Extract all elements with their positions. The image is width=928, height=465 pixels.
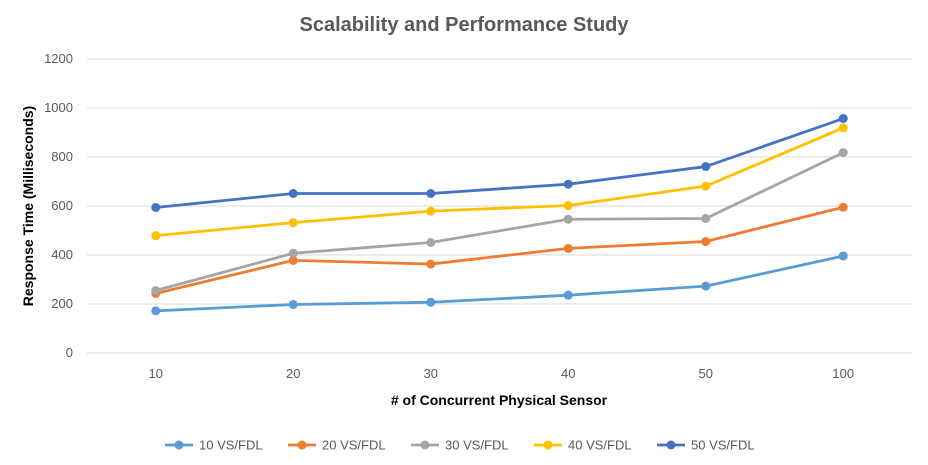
data-point (701, 281, 711, 291)
y-tick-label: 1200 (44, 51, 73, 66)
y-axis-title: Response Time (Milliseconds) (20, 106, 36, 306)
series-line (154, 126, 845, 238)
data-point (563, 214, 573, 224)
y-tick-label: 600 (51, 198, 73, 213)
series-line (154, 254, 845, 313)
chart-title: Scalability and Performance Study (300, 14, 630, 36)
y-tick-label: 0 (66, 345, 73, 360)
y-tick-label: 200 (51, 296, 73, 311)
series-lines (151, 114, 848, 316)
legend-swatch-marker (543, 440, 553, 450)
x-tick-label: 100 (832, 366, 854, 381)
data-point (288, 255, 298, 265)
legend-item: 40 VS/FDL (534, 438, 632, 453)
legend: 10 VS/FDL 20 VS/FDL 30 VS/FDL 40 VS/FDL 50 V… (165, 438, 755, 453)
x-axis-title: # of Concurrent Physical Sensor (391, 392, 608, 408)
legend-label: 10 VS/FDL (199, 438, 263, 453)
data-point (563, 201, 573, 211)
data-point (151, 286, 161, 296)
x-axis-ticks: 10 20 30 40 50 100 (149, 366, 855, 381)
data-point (426, 189, 436, 199)
data-point (151, 202, 161, 212)
y-tick-label: 400 (51, 247, 73, 262)
data-point (838, 123, 848, 133)
legend-item: 50 VS/FDL (657, 438, 755, 453)
x-tick-label: 30 (424, 366, 438, 381)
legend-label: 40 VS/FDL (568, 438, 632, 453)
series-line (154, 151, 845, 292)
data-point (151, 231, 161, 241)
legend-swatch-marker (420, 440, 430, 450)
data-point (838, 114, 848, 124)
legend-label: 30 VS/FDL (445, 438, 509, 453)
series-line (154, 205, 845, 295)
x-tick-label: 10 (149, 366, 163, 381)
series-3 (151, 148, 848, 296)
legend-item: 10 VS/FDL (165, 438, 263, 453)
data-point (288, 218, 298, 228)
data-point (701, 237, 711, 247)
legend-label: 50 VS/FDL (691, 438, 755, 453)
data-point (838, 148, 848, 158)
data-point (563, 290, 573, 300)
data-point (288, 248, 298, 258)
data-point (426, 238, 436, 248)
data-point (426, 259, 436, 269)
data-point (701, 162, 711, 172)
series-1 (151, 251, 848, 316)
series-line (154, 117, 845, 209)
data-point (426, 297, 436, 307)
legend-item: 30 VS/FDL (411, 438, 509, 453)
legend-swatch-marker (174, 440, 184, 450)
x-tick-label: 50 (699, 366, 713, 381)
data-point (426, 206, 436, 216)
legend-swatch-marker (297, 440, 307, 450)
legend-swatch-marker (666, 440, 676, 450)
data-point (563, 243, 573, 253)
legend-label: 20 VS/FDL (322, 438, 386, 453)
series-5 (151, 114, 848, 212)
series-4 (151, 123, 848, 241)
y-axis-ticks: 0 200 400 600 800 1000 1200 (44, 51, 73, 360)
y-tick-label: 1000 (44, 100, 73, 115)
x-tick-label: 40 (561, 366, 575, 381)
data-point (701, 181, 711, 191)
legend-item: 20 VS/FDL (288, 438, 386, 453)
data-point (838, 202, 848, 212)
series-2 (151, 202, 848, 298)
data-point (563, 179, 573, 189)
data-point (838, 251, 848, 261)
data-point (288, 299, 298, 309)
data-point (701, 213, 711, 223)
x-tick-label: 20 (286, 366, 300, 381)
y-tick-label: 800 (51, 149, 73, 164)
data-point (288, 189, 298, 199)
data-point (151, 306, 161, 316)
